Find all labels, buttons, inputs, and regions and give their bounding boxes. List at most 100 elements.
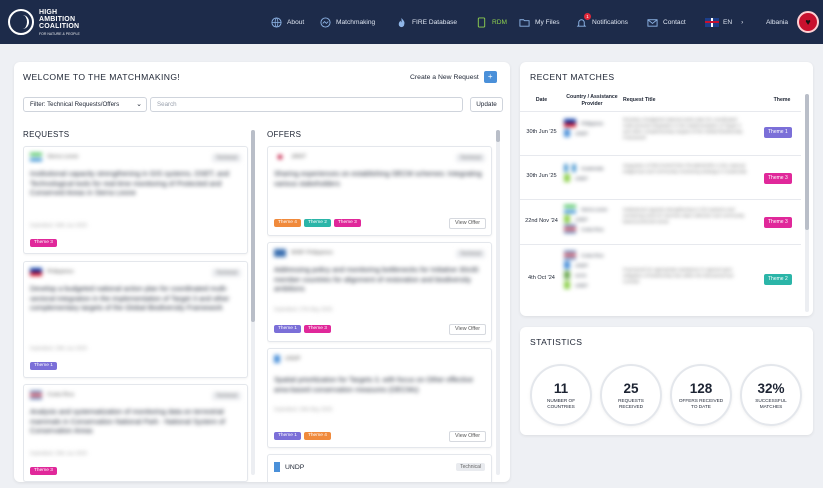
offer-card[interactable]: UNDP Spatial prioritization for Targets … xyxy=(267,348,492,448)
view-offer-button[interactable]: View Offer xyxy=(449,431,486,442)
theme-pill[interactable]: Theme 3 xyxy=(30,467,57,475)
stat-label: Offers Received to Date xyxy=(678,398,724,409)
col-header-title: Request Title xyxy=(623,97,656,103)
requests-scrollbar[interactable] xyxy=(251,130,255,475)
provider-name: UNDP xyxy=(575,262,589,268)
match-date: 22nd Nov '24 xyxy=(525,218,558,224)
japan-flag-icon xyxy=(274,153,286,161)
theme-pill[interactable]: Theme 2 xyxy=(764,274,792,285)
hac-logo[interactable]: HIGH AMBITION COALITION FOR NATURE & PEO… xyxy=(8,7,103,37)
nav-fire-database[interactable]: FIRE Database xyxy=(396,0,457,44)
theme-pill[interactable]: Theme 1 xyxy=(30,362,57,370)
bell-icon xyxy=(576,17,587,28)
theme-pill[interactable]: Theme 3 xyxy=(30,239,57,247)
envelope-icon xyxy=(647,17,658,28)
theme-pill[interactable]: Theme 1 xyxy=(274,432,301,440)
costa-rica-flag-icon xyxy=(564,225,576,233)
offers-scrollbar-thumb[interactable] xyxy=(496,130,500,142)
requests-heading: REQUESTS xyxy=(23,130,70,139)
country-label: Albania xyxy=(766,18,788,26)
view-offer-button[interactable]: View Offer xyxy=(449,218,486,229)
page-title: WELCOME TO THE MATCHMAKING! xyxy=(23,72,181,82)
match-title: Institutional capacity strengthening in … xyxy=(623,207,745,224)
undp-logo-icon xyxy=(274,462,280,472)
match-row[interactable]: 4th Oct '24 Costa Rica UNDP IUCN UNEP Fr… xyxy=(520,244,801,312)
search-placeholder: Search xyxy=(157,101,177,108)
offer-text: Spatial prioritization for Targets 3, wi… xyxy=(274,375,474,394)
col-header-provider: Country / Assistance Provider xyxy=(566,94,618,107)
theme-pill[interactable]: Theme 3 xyxy=(764,217,792,228)
matches-scrollbar[interactable] xyxy=(805,94,809,312)
update-button[interactable]: Update xyxy=(470,97,503,112)
offer-org: WWF Philippines xyxy=(291,250,333,256)
request-card[interactable]: Sierra Leone Technical Institutional cap… xyxy=(23,146,248,254)
search-input[interactable]: Search xyxy=(150,97,463,112)
offer-text: Addressing policy and monitoring bottlen… xyxy=(274,265,479,293)
provider-name: Philippines xyxy=(581,120,604,126)
theme-pills: Theme 1 xyxy=(30,362,60,370)
stat-countries: 11 Number of Countries xyxy=(530,364,592,426)
theme-pills: Theme 4 Theme 2 Theme 3 xyxy=(274,219,364,227)
statistics-panel: STATISTICS 11 Number of Countries 25 Req… xyxy=(520,327,813,435)
stat-successful-matches: 32% Successful Matches xyxy=(740,364,802,426)
recent-matches-title: RECENT MATCHES xyxy=(530,72,615,82)
language-label: EN xyxy=(723,18,733,26)
col-header-date: Date xyxy=(535,97,548,103)
offer-card[interactable]: JANIT Technical Sharing experiences on e… xyxy=(267,146,492,236)
flame-icon xyxy=(396,17,407,28)
theme-pill[interactable]: Theme 1 xyxy=(274,325,301,333)
offer-type-tag: Technical xyxy=(456,250,485,258)
theme-pill[interactable]: Theme 3 xyxy=(333,219,361,227)
filter-select[interactable]: Filter: Technical Requests/Offers ⌄ xyxy=(23,97,147,112)
costa-rica-flag-icon xyxy=(564,251,576,259)
match-title: Framework for appropriate assistance in … xyxy=(623,267,734,284)
offer-card[interactable]: WWF Philippines Technical Addressing pol… xyxy=(267,242,492,342)
nav-about[interactable]: About xyxy=(271,0,304,44)
provider-name: Sierra Leone xyxy=(581,206,608,212)
sierra-leone-flag-icon xyxy=(30,153,42,161)
undp-logo-icon xyxy=(274,355,280,363)
theme-pill[interactable]: Theme 3 xyxy=(303,325,331,333)
heart-icon: ♥ xyxy=(805,17,811,27)
logo-tagline: FOR NATURE & PEOPLE xyxy=(39,31,80,36)
create-request-button[interactable]: Create a New Request + xyxy=(410,71,497,83)
logo-text-line1: HIGH xyxy=(39,8,58,16)
language-selector[interactable]: EN › xyxy=(705,0,743,44)
provider-name: UNEP xyxy=(575,216,588,222)
request-text: Analysis and systematization of monitori… xyxy=(30,407,225,435)
offer-card[interactable]: UNDP Technical xyxy=(267,454,492,482)
request-meta: Submitted: 25th Jun 2025 xyxy=(30,451,87,457)
request-text: Institutional capacity strengthening in … xyxy=(30,169,229,197)
view-offer-button[interactable]: View Offer xyxy=(449,324,486,335)
theme-pill[interactable]: Theme 1 xyxy=(764,127,792,138)
user-avatar[interactable]: ♥ xyxy=(797,11,819,33)
request-type-tag: Technical xyxy=(212,269,241,277)
match-row[interactable]: 30th Jun '25 Guatemala UNEP Integration … xyxy=(520,155,801,199)
matches-scrollbar-thumb[interactable] xyxy=(805,94,809,230)
request-type-tag: Technical xyxy=(212,392,241,400)
offer-type-tag: Technical xyxy=(456,463,485,471)
chevron-right-icon: › xyxy=(741,18,744,26)
request-type-tag: Technical xyxy=(212,154,241,162)
nav-contact[interactable]: Contact xyxy=(647,0,686,44)
nav-my-files[interactable]: My Files xyxy=(519,0,560,44)
theme-pill[interactable]: Theme 2 xyxy=(303,219,331,227)
match-row[interactable]: 30th Jun '25 Philippines UNDP Develop a … xyxy=(520,111,801,155)
nav-notifications[interactable]: 1 Notifications xyxy=(576,0,628,44)
nav-rdm[interactable]: RDM xyxy=(476,0,507,44)
theme-pills: Theme 3 xyxy=(30,239,60,247)
unep-logo-icon xyxy=(564,281,570,289)
logo-text-line2: AMBITION xyxy=(39,15,76,23)
requests-scrollbar-thumb[interactable] xyxy=(251,130,255,322)
theme-pill[interactable]: Theme 4 xyxy=(274,219,301,227)
nav-matchmaking[interactable]: Matchmaking xyxy=(320,0,375,44)
provider-name: UNEP xyxy=(575,175,588,181)
theme-pill[interactable]: Theme 4 xyxy=(303,432,331,440)
request-card[interactable]: Costa Rica Technical Analysis and system… xyxy=(23,384,248,482)
match-row[interactable]: 22nd Nov '24 Sierra Leone UNEP Costa Ric… xyxy=(520,199,801,244)
stat-value: 128 xyxy=(689,381,713,396)
offers-scrollbar[interactable] xyxy=(496,130,500,475)
theme-pill[interactable]: Theme 3 xyxy=(764,173,792,184)
request-card[interactable]: Philippines Technical Develop a budgeted… xyxy=(23,261,248,378)
folder-icon xyxy=(519,17,530,28)
